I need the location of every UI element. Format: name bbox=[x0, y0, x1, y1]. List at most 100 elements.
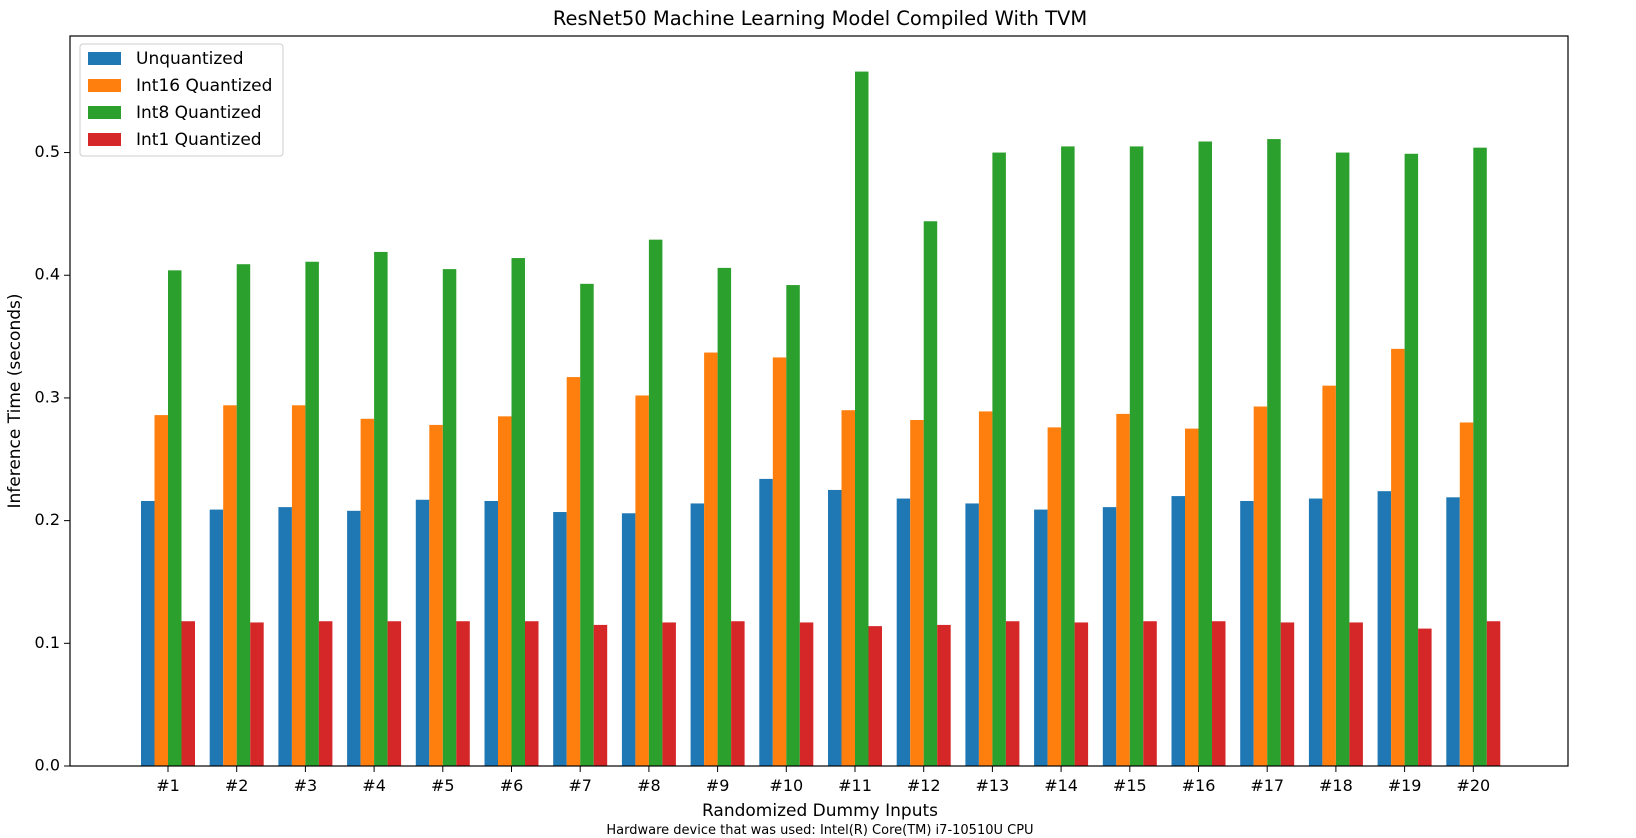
bar-1-#10 bbox=[759, 478, 773, 766]
bar-1-#16 bbox=[1171, 496, 1185, 766]
bar-3-#4 bbox=[374, 251, 388, 766]
legend: Unquantized Int16 Quantized Int8 Quantized… bbox=[79, 43, 284, 157]
legend-box bbox=[79, 43, 284, 157]
x-tick-label: #10 bbox=[769, 776, 803, 795]
bar-3-#18 bbox=[1335, 152, 1350, 767]
x-tick-label: #2 bbox=[225, 776, 249, 795]
bar-1-#15 bbox=[1102, 507, 1117, 766]
bar-1-#7 bbox=[553, 512, 567, 766]
bar-3-#13 bbox=[992, 152, 1006, 767]
bar-3-#10 bbox=[786, 285, 800, 766]
bar-4-#10 bbox=[799, 622, 814, 766]
bar-2-#7 bbox=[566, 377, 581, 766]
y-tick-label: 0.4 bbox=[35, 265, 60, 284]
legend-swatch bbox=[88, 52, 121, 65]
bar-2-#12 bbox=[910, 420, 924, 766]
legend-swatch bbox=[88, 133, 121, 146]
x-tick-label: #19 bbox=[1388, 776, 1422, 795]
bar-4-#14 bbox=[1074, 622, 1089, 766]
bar-4-#16 bbox=[1212, 621, 1226, 766]
bar-2-#15 bbox=[1116, 413, 1130, 766]
bar-3-#14 bbox=[1061, 146, 1075, 767]
y-tick-label: 0.1 bbox=[35, 633, 60, 652]
bar-4-#18 bbox=[1349, 622, 1363, 766]
bar-2-#16 bbox=[1185, 428, 1199, 766]
x-tick-label: #9 bbox=[706, 776, 730, 795]
x-tick-label: #6 bbox=[500, 776, 524, 795]
bar-3-#15 bbox=[1129, 146, 1144, 767]
bar-4-#17 bbox=[1280, 622, 1295, 766]
bar-4-#12 bbox=[937, 624, 951, 766]
bar-4-#20 bbox=[1486, 621, 1501, 766]
bar-2-#11 bbox=[841, 410, 855, 766]
bar-3-#3 bbox=[305, 261, 319, 766]
bar-2-#6 bbox=[498, 416, 512, 766]
bar-1-#4 bbox=[347, 510, 361, 766]
bar-1-#3 bbox=[278, 507, 292, 766]
legend-swatch bbox=[88, 79, 121, 92]
bar-1-#9 bbox=[690, 503, 705, 766]
y-tick-label: 0.3 bbox=[35, 387, 60, 406]
bar-4-#4 bbox=[387, 621, 402, 766]
y-axis-label: Inference Time (seconds) bbox=[5, 293, 25, 508]
y-tick-label: 0.0 bbox=[35, 756, 60, 775]
bar-1-#12 bbox=[896, 498, 911, 766]
x-tick-label: #17 bbox=[1250, 776, 1284, 795]
bar-1-#2 bbox=[209, 509, 224, 766]
bar-4-#13 bbox=[1005, 621, 1020, 766]
bar-4-#15 bbox=[1143, 621, 1157, 766]
bars-group bbox=[141, 71, 1501, 767]
bar-2-#20 bbox=[1459, 422, 1474, 766]
x-tick-label: #1 bbox=[156, 776, 180, 795]
bar-3-#16 bbox=[1198, 141, 1212, 766]
bar-1-#13 bbox=[965, 503, 979, 766]
x-tick-label: #11 bbox=[838, 776, 872, 795]
bar-3-#6 bbox=[511, 258, 525, 766]
bar-4-#5 bbox=[456, 621, 470, 766]
bar-2-#5 bbox=[429, 424, 443, 766]
x-tick-label: #7 bbox=[568, 776, 592, 795]
bar-3-#17 bbox=[1267, 139, 1281, 766]
bar-1-#14 bbox=[1034, 509, 1048, 766]
bar-1-#5 bbox=[415, 499, 430, 766]
bar-2-#13 bbox=[978, 411, 993, 766]
bar-2-#14 bbox=[1047, 427, 1062, 766]
bar-3-#8 bbox=[648, 239, 663, 766]
bar-3-#20 bbox=[1473, 147, 1487, 766]
hardware-footnote: Hardware device that was used: Intel(R) … bbox=[606, 823, 1033, 838]
bar-3-#2 bbox=[236, 264, 251, 766]
bar-2-#1 bbox=[154, 415, 168, 766]
bar-2-#19 bbox=[1391, 348, 1405, 766]
legend-label: Int16 Quantized bbox=[136, 76, 272, 96]
x-tick-label: #12 bbox=[907, 776, 941, 795]
x-axis-label: Randomized Dummy Inputs bbox=[702, 801, 938, 821]
x-tick-label: #13 bbox=[976, 776, 1010, 795]
legend-label: Unquantized bbox=[136, 49, 244, 69]
bar-3-#19 bbox=[1404, 153, 1419, 766]
bar-2-#3 bbox=[291, 405, 306, 766]
bar-2-#2 bbox=[223, 405, 237, 766]
bar-1-#19 bbox=[1377, 491, 1392, 766]
chart-title: ResNet50 Machine Learning Model Compiled… bbox=[553, 7, 1087, 30]
x-tick-label: #15 bbox=[1113, 776, 1147, 795]
bar-3-#11 bbox=[855, 71, 869, 766]
plot-frame bbox=[69, 35, 1569, 767]
bar-2-#18 bbox=[1322, 385, 1336, 766]
bar-3-#9 bbox=[717, 267, 732, 766]
bar-4-#8 bbox=[662, 622, 676, 766]
bar-4-#6 bbox=[525, 621, 539, 766]
bar-3-#1 bbox=[168, 270, 182, 766]
x-tick-label: #3 bbox=[294, 776, 318, 795]
bar-1-#17 bbox=[1240, 500, 1254, 766]
y-tick-label: 0.5 bbox=[35, 142, 60, 161]
bar-1-#6 bbox=[484, 500, 498, 766]
x-tick-label: #5 bbox=[431, 776, 455, 795]
bar-1-#1 bbox=[141, 500, 155, 766]
bar-4-#9 bbox=[731, 621, 745, 766]
bar-4-#11 bbox=[868, 626, 882, 766]
legend-label: Int1 Quantized bbox=[136, 130, 262, 150]
bar-3-#12 bbox=[923, 221, 938, 766]
legend-label: Int8 Quantized bbox=[136, 103, 262, 123]
bar-2-#8 bbox=[635, 395, 649, 766]
